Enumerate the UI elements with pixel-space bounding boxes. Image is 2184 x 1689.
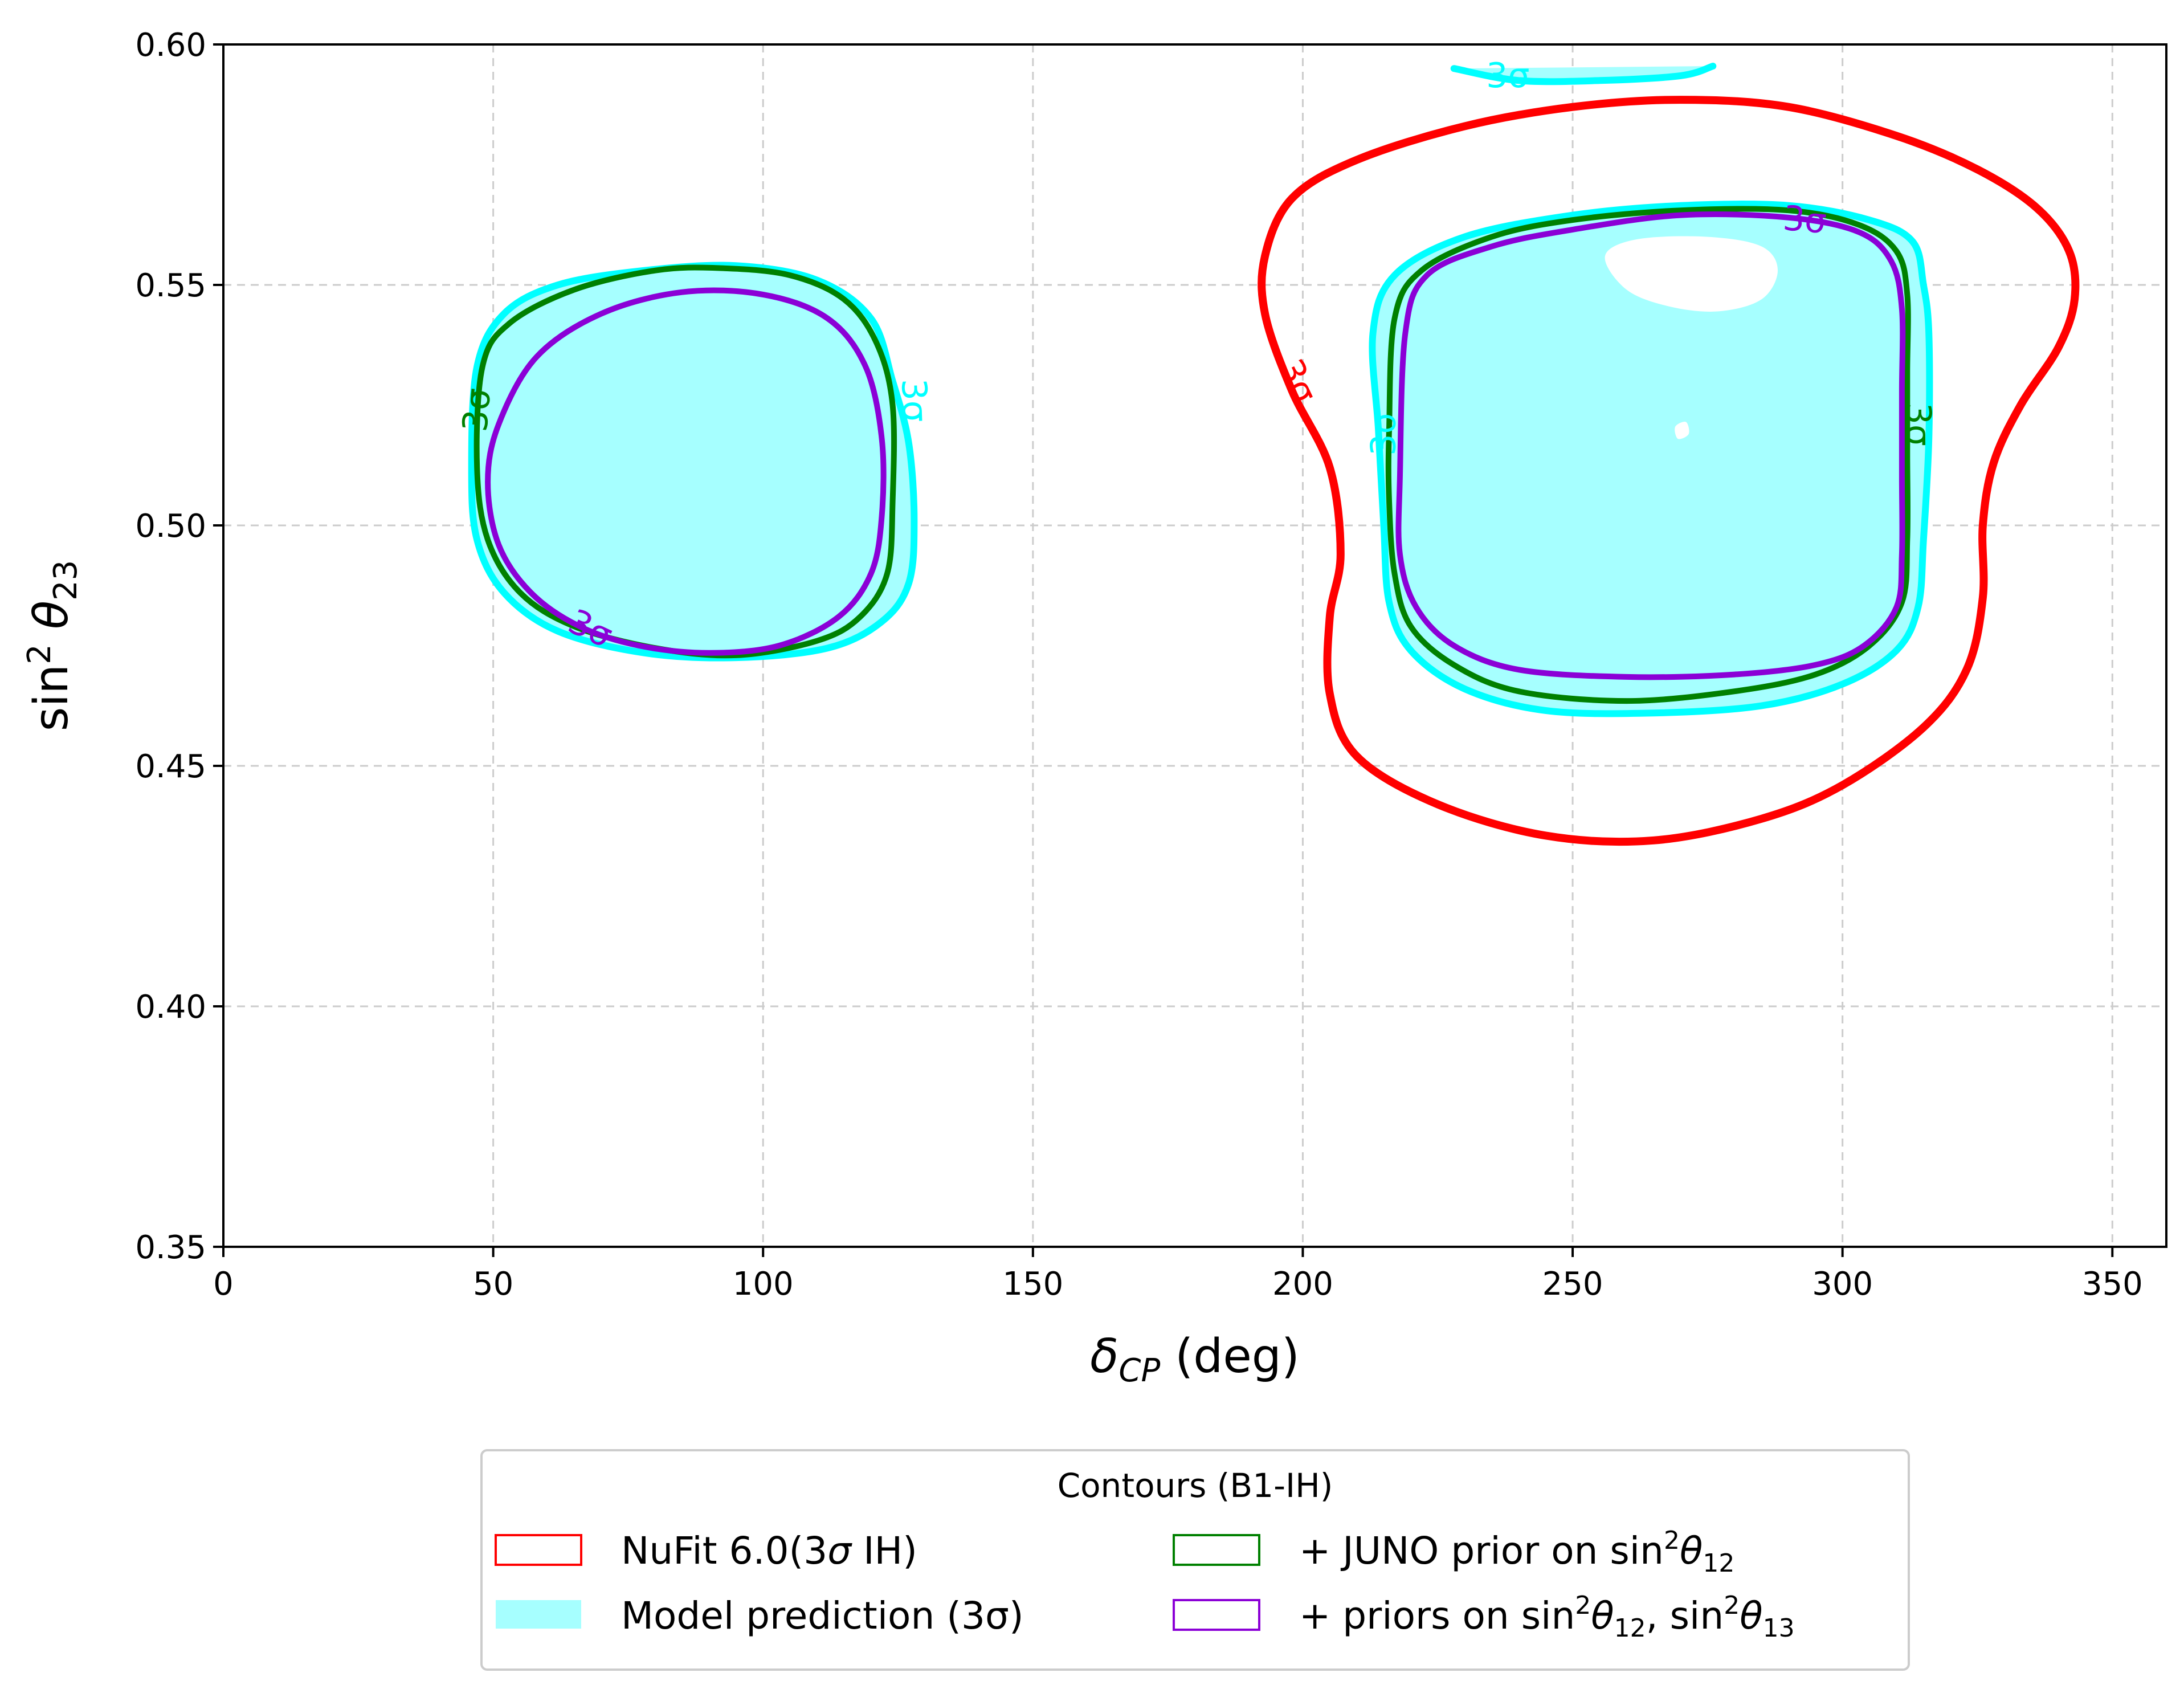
juno-contour-label: 3σ	[1898, 403, 1938, 446]
x-axis-label: δCP (deg)	[1090, 1329, 1300, 1389]
model-contour-label: 3σ	[1364, 412, 1404, 455]
priors-contour-line	[485, 287, 887, 656]
contour-label-text: 3σ	[893, 378, 935, 423]
legend-swatch-priors	[1173, 1599, 1260, 1631]
y-tick-label: 0.55	[135, 267, 206, 304]
x-tick-label: 350	[2082, 1266, 2143, 1303]
x-tick-label: 300	[1812, 1266, 1873, 1303]
y-axis-label-pre: sin	[25, 664, 79, 731]
x-axis-label-main: δ	[1090, 1329, 1118, 1384]
y-tick-label: 0.35	[135, 1229, 206, 1266]
legend-swatch-nufit	[495, 1534, 582, 1566]
model-fill-region	[471, 265, 915, 658]
x-tick-label: 150	[1002, 1266, 1063, 1303]
axis-ticks: 0 50 100 150 200 250 300 350 0.35 0.40 0.45 0.50 0.5…	[135, 27, 2142, 1303]
x-tick-label: 0	[213, 1266, 234, 1303]
contour-label-text: 3σ	[455, 386, 499, 433]
model-contour-line	[1369, 201, 1933, 717]
juno-contour-line	[473, 264, 897, 659]
contour-label-text: 3σ	[1364, 412, 1404, 455]
x-tick-label: 50	[473, 1266, 513, 1303]
legend-label-nufit: NuFit 6.0(3σ IH)	[621, 1529, 917, 1573]
y-tick-label: 0.40	[135, 989, 206, 1026]
legend-label-priors: + priors on sin2θ12, sin2θ13	[1299, 1591, 1795, 1643]
contour-label-text: 3σ	[1486, 56, 1529, 96]
legend-swatch-model	[496, 1600, 581, 1629]
y-axis-label-theta: θ	[25, 601, 79, 644]
legend-label-model: Model prediction (3σ)	[621, 1594, 1024, 1638]
contour-label-text: 3σ	[1898, 403, 1938, 446]
legend-title: Contours (B1-IH)	[1058, 1466, 1333, 1505]
legend-entries: NuFit 6.0(3σ IH) Model prediction (3σ) + J…	[495, 1526, 1795, 1643]
contour-hole	[1605, 236, 1778, 312]
y-axis-label-sub: 23	[47, 560, 84, 601]
y-tick-label: 0.50	[135, 508, 206, 545]
legend-box	[480, 1449, 1910, 1671]
model-contour-label: 3σ	[893, 378, 935, 423]
model-contour-line	[1450, 63, 1717, 85]
contour-label-text: 3σ	[1781, 198, 1828, 242]
priors-contour-label: 3σ	[1781, 198, 1828, 242]
legend-swatch-juno	[1173, 1534, 1260, 1566]
x-tick-label: 250	[1542, 1266, 1603, 1303]
model-contour-label: 3σ	[1486, 56, 1529, 96]
x-tick-label: 100	[733, 1266, 794, 1303]
x-tick-label: 200	[1272, 1266, 1333, 1303]
model-fill-region	[1372, 204, 1930, 714]
y-axis-label: sin2 θ23	[21, 560, 84, 732]
legend-label-juno: + JUNO prior on sin2θ12	[1299, 1526, 1734, 1578]
x-axis-label-sub: CP	[1118, 1352, 1160, 1389]
plot-frame	[222, 43, 2167, 1248]
juno-contour-label: 3σ	[455, 386, 499, 433]
y-tick-label: 0.45	[135, 748, 206, 785]
legend: Contours (B1-IH) NuFit 6.0(3σ IH) Model p…	[480, 1449, 1910, 1671]
y-axis-label-sup: 2	[21, 644, 58, 664]
y-tick-label: 0.60	[135, 27, 206, 64]
nufit-contour-line	[1258, 96, 2080, 846]
grid-lines	[223, 44, 2166, 1247]
x-axis-label-unit: (deg)	[1160, 1329, 1300, 1384]
juno-contour-line	[1385, 206, 1911, 704]
contour-hole	[1675, 422, 1689, 439]
priors-contour-line	[1395, 211, 1906, 680]
